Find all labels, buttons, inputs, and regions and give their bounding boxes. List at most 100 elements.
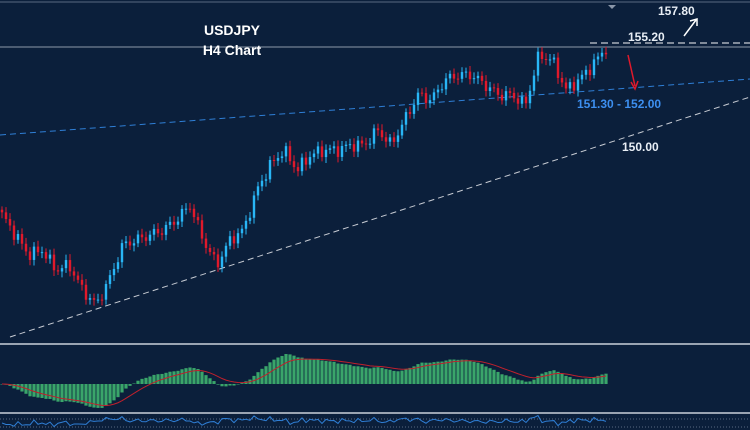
- macd-bar: [68, 384, 72, 402]
- macd-bar: [408, 367, 412, 384]
- candle-body: [576, 79, 580, 91]
- candle-body: [580, 74, 584, 80]
- candle-body: [412, 104, 416, 114]
- candle-body: [168, 221, 172, 225]
- macd-bar: [156, 374, 160, 384]
- candle-body: [212, 251, 216, 255]
- candle-body: [52, 254, 56, 271]
- candle-body: [220, 256, 224, 268]
- macd-bar: [596, 375, 600, 384]
- candle-body: [188, 208, 192, 210]
- candle-body: [272, 160, 276, 162]
- macd-bar: [348, 364, 352, 384]
- macd-bar: [352, 366, 356, 384]
- candle-body: [204, 238, 208, 248]
- macd-bar: [404, 368, 408, 384]
- macd-bar: [580, 379, 584, 384]
- macd-bar: [392, 370, 396, 384]
- candle-body: [416, 92, 420, 105]
- candle-body: [520, 96, 524, 104]
- chart-subtitle: H4 Chart: [202, 42, 262, 58]
- macd-bar: [528, 381, 532, 384]
- macd-bar: [468, 360, 472, 384]
- macd-bar: [584, 378, 588, 384]
- candle-body: [12, 225, 16, 240]
- candle-body: [4, 212, 8, 220]
- macd-bar: [604, 373, 608, 384]
- macd-bar: [532, 379, 536, 384]
- macd-bar: [424, 362, 428, 384]
- candle-body: [196, 217, 200, 221]
- macd-bar: [140, 378, 144, 384]
- candle-body: [308, 157, 312, 165]
- candle-body: [44, 252, 48, 259]
- macd-bar: [344, 364, 348, 384]
- candle-body: [288, 146, 292, 162]
- candle-body: [436, 89, 440, 93]
- macd-bar: [592, 377, 596, 384]
- macd-bar: [168, 371, 172, 384]
- candle-body: [8, 219, 12, 226]
- candle-body: [468, 71, 472, 80]
- macd-bar: [544, 372, 548, 384]
- candle-body: [348, 144, 352, 146]
- candle-body: [20, 234, 24, 244]
- candle-body: [284, 146, 288, 157]
- macd-bar: [460, 359, 464, 384]
- candle-body: [448, 73, 452, 79]
- candle-body: [276, 158, 280, 161]
- candle-body: [120, 243, 124, 263]
- macd-bar: [560, 373, 564, 384]
- candle-body: [484, 80, 488, 92]
- candle-body: [28, 251, 32, 260]
- candle-body: [108, 275, 112, 285]
- macd-bar: [272, 359, 276, 384]
- macd-bar: [552, 370, 556, 384]
- candle-body: [596, 56, 600, 60]
- macd-bar: [204, 375, 208, 384]
- macd-bar: [388, 369, 392, 384]
- macd-bar: [452, 359, 456, 384]
- macd-bar: [52, 384, 56, 401]
- macd-bar: [508, 376, 512, 384]
- macd-bar: [500, 374, 504, 384]
- panel-divider: [0, 412, 750, 414]
- macd-bar: [184, 368, 188, 384]
- macd-bar: [324, 360, 328, 384]
- candle-body: [184, 208, 188, 210]
- candle-body: [60, 268, 64, 272]
- macd-bar: [312, 359, 316, 384]
- candle-body: [524, 96, 528, 104]
- macd-bar: [180, 369, 184, 384]
- up-arrow-icon: [683, 19, 697, 37]
- candle-body: [604, 52, 608, 55]
- candle-body: [332, 146, 336, 149]
- macd-bar: [152, 374, 156, 384]
- macd-bar: [540, 373, 544, 384]
- macd-bar: [176, 370, 180, 384]
- macd-bar: [148, 376, 152, 384]
- macd-bar: [276, 357, 280, 384]
- candle-body: [124, 241, 128, 244]
- candle-body: [324, 149, 328, 158]
- candle-body: [160, 233, 164, 235]
- candle-body: [148, 234, 152, 241]
- candle-body: [228, 236, 232, 246]
- macd-bar: [536, 375, 540, 384]
- candle-body: [304, 157, 308, 165]
- candle-body: [488, 87, 492, 92]
- candle-body: [592, 59, 596, 76]
- candle-body: [216, 254, 220, 268]
- macd-bar: [100, 384, 104, 408]
- candle-body: [504, 91, 508, 101]
- candle-body: [40, 252, 44, 254]
- candle-body: [92, 298, 96, 300]
- candle-body: [104, 284, 108, 300]
- macd-bar: [496, 371, 500, 384]
- candle-body: [300, 157, 304, 172]
- candle-body: [452, 73, 456, 79]
- macd-bar: [220, 384, 224, 387]
- candle-body: [32, 246, 36, 260]
- macd-bar: [104, 384, 108, 407]
